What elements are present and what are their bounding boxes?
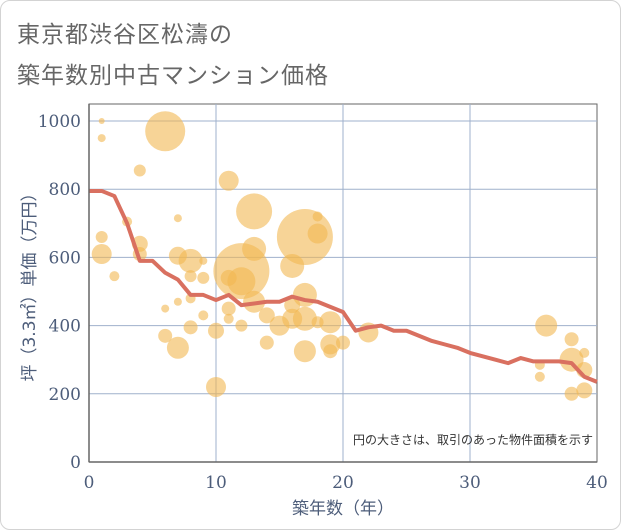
data-bubble [173, 297, 182, 306]
data-bubble [312, 211, 323, 222]
data-bubble [197, 271, 210, 284]
data-bubble [564, 332, 579, 347]
data-bubble [166, 336, 189, 359]
y-tick-label: 0 [70, 453, 81, 473]
data-bubble [223, 313, 234, 324]
y-tick-label: 800 [49, 180, 81, 200]
x-tick-label: 20 [332, 473, 354, 493]
data-bubble [259, 335, 274, 350]
x-tick-label: 40 [586, 473, 608, 493]
data-bubble [579, 347, 590, 358]
data-bubble [161, 304, 170, 313]
data-bubble [198, 310, 209, 321]
data-bubble [206, 376, 226, 397]
data-bubble [323, 344, 338, 359]
data-bubble [534, 371, 545, 382]
data-bubble [535, 314, 558, 337]
y-tick-label: 600 [49, 248, 81, 268]
data-bubble [109, 271, 120, 282]
data-bubble [307, 223, 328, 244]
data-bubble [218, 170, 239, 191]
x-tick-label: 10 [205, 473, 227, 493]
data-bubble [221, 301, 236, 316]
data-bubble [236, 193, 273, 230]
data-bubble [276, 208, 333, 265]
bubble-size-note: 円の大きさは、取引のあった物件面積を示す [353, 432, 593, 447]
data-bubble [98, 118, 105, 125]
data-bubble [336, 335, 350, 350]
y-tick-label: 1000 [38, 112, 81, 132]
data-bubble [208, 322, 224, 339]
data-bubble [145, 111, 186, 152]
data-bubble [319, 311, 342, 334]
data-bubble [293, 340, 316, 363]
x-tick-label: 30 [459, 473, 481, 493]
data-bubble [173, 214, 182, 223]
data-bubble [158, 328, 173, 343]
data-bubble [292, 282, 317, 307]
data-bubble [242, 236, 267, 261]
y-tick-label: 200 [49, 385, 81, 405]
data-bubble [97, 134, 106, 143]
data-bubble [227, 267, 256, 296]
chart-title-line2: 築年数別中古マンション価格 [17, 63, 329, 89]
data-bubble [178, 248, 203, 273]
data-bubble [95, 230, 108, 243]
data-bubble [183, 320, 198, 335]
data-bubble [184, 270, 197, 283]
data-bubble [91, 244, 112, 265]
data-bubble [258, 307, 275, 324]
data-bubble [576, 382, 593, 399]
data-bubble [235, 319, 248, 332]
x-tick-label: 0 [84, 473, 95, 493]
average-price-line [89, 188, 598, 384]
data-bubble [292, 306, 317, 331]
data-bubble [564, 386, 579, 401]
y-tick-label: 400 [49, 317, 81, 337]
data-bubble [133, 164, 146, 177]
data-bubble [199, 256, 208, 265]
y-axis-title: 坪（3.3㎡）単価（万円） [20, 184, 40, 381]
x-axis-title: 築年数（年） [292, 499, 394, 519]
chart-title-line1: 東京都渋谷区松濤の [17, 22, 233, 48]
